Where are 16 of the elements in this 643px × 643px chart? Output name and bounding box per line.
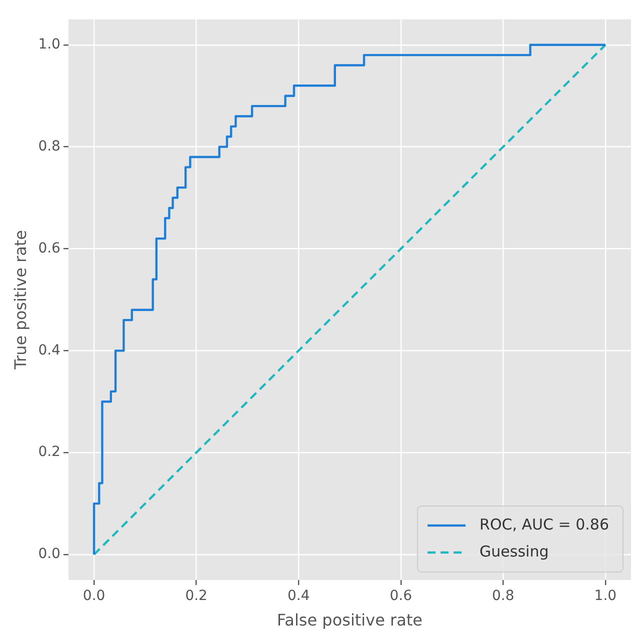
y-tick-label: 0.4 bbox=[38, 342, 61, 358]
y-tick-label: 1.0 bbox=[38, 36, 60, 53]
x-axis-title: False positive rate bbox=[276, 610, 423, 630]
x-tick-label: 1.0 bbox=[594, 588, 617, 604]
x-tick-label: 0.8 bbox=[492, 588, 514, 604]
y-tick-label: 0.6 bbox=[38, 240, 61, 256]
y-tick-label: 0.0 bbox=[38, 546, 60, 562]
x-tick-label: 0.0 bbox=[82, 588, 106, 604]
y-axis-title: True positive rate bbox=[10, 230, 30, 370]
y-tick-label: 0.8 bbox=[38, 138, 60, 154]
x-tick-label: 0.4 bbox=[287, 588, 310, 604]
legend-label: Guessing bbox=[480, 542, 549, 560]
y-tick-label: 0.2 bbox=[38, 444, 60, 460]
x-tick-label: 0.6 bbox=[390, 588, 412, 604]
legend-label: ROC, AUC = 0.86 bbox=[480, 515, 610, 534]
x-tick-label: 0.2 bbox=[185, 588, 208, 604]
